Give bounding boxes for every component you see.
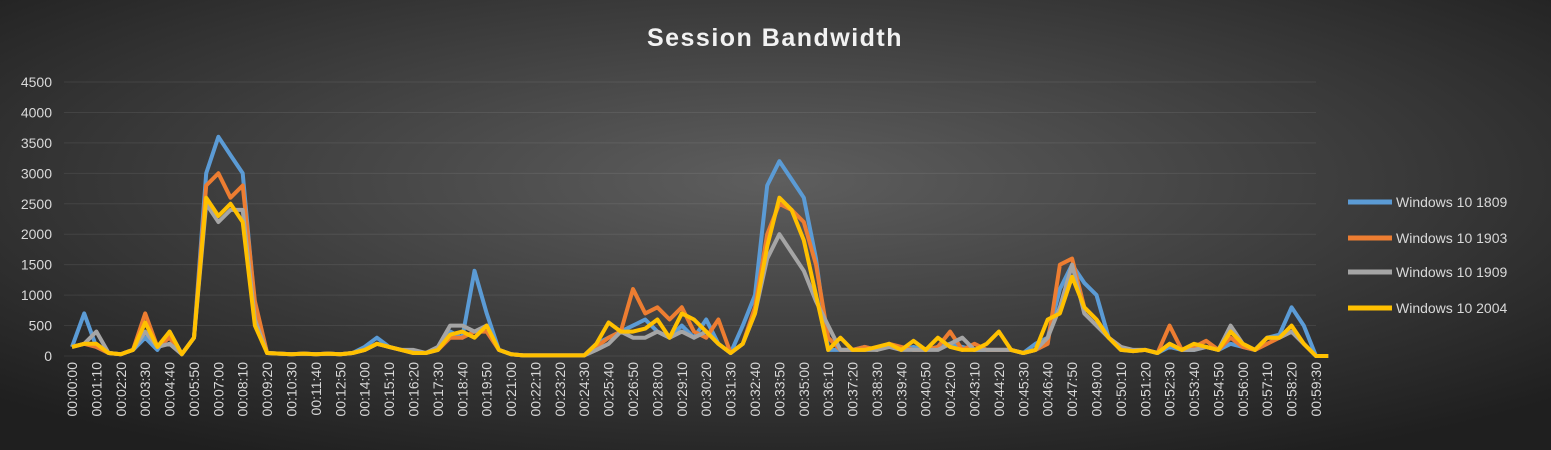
x-tick-label: 00:24:30 [576,362,592,417]
x-tick-label: 00:30:20 [698,362,714,417]
legend-label: Windows 10 1903 [1396,230,1508,246]
x-tick-label: 00:14:00 [357,362,373,417]
x-tick-label: 00:26:50 [625,362,641,417]
x-tick-label: 00:58:20 [1284,362,1300,417]
x-tick-label: 00:00:00 [64,362,80,417]
x-tick-label: 00:52:30 [1162,362,1178,417]
x-tick-label: 00:42:00 [942,362,958,417]
x-tick-label: 00:07:00 [210,362,226,417]
x-tick-label: 00:12:50 [332,362,348,417]
x-tick-label: 00:10:30 [284,362,300,417]
x-tick-label: 00:53:40 [1186,362,1202,417]
series-line [71,195,1329,358]
x-tick-label: 00:02:20 [113,362,129,417]
x-tick-label: 00:09:20 [259,362,275,417]
x-tick-label: 00:25:40 [601,362,617,417]
y-tick-label: 4000 [21,104,52,120]
x-tick-label: 00:28:00 [649,362,665,417]
x-tick-label: 00:57:10 [1259,362,1275,417]
x-tick-label: 00:21:00 [503,362,519,417]
x-tick-label: 00:38:30 [869,362,885,417]
y-tick-label: 3500 [21,135,52,151]
y-tick-label: 1500 [21,257,52,273]
y-tick-label: 3000 [21,165,52,181]
x-tick-label: 00:43:10 [967,362,983,417]
y-tick-label: 4500 [21,74,52,90]
x-tick-label: 00:47:50 [1064,362,1080,417]
x-tick-label: 00:54:50 [1210,362,1226,417]
x-tick-label: 00:17:30 [430,362,446,417]
y-tick-label: 1000 [21,287,52,303]
x-tick-label: 00:29:10 [674,362,690,417]
x-tick-label: 00:40:50 [918,362,934,417]
x-tick-label: 00:05:50 [186,362,202,417]
x-tick-label: 00:35:00 [796,362,812,417]
y-tick-label: 0 [44,348,52,364]
x-tick-label: 00:08:10 [235,362,251,417]
x-tick-label: 00:50:10 [1113,362,1129,417]
x-tick-label: 00:04:40 [162,362,178,417]
x-tick-label: 00:49:00 [1088,362,1104,417]
legend-label: Windows 10 2004 [1396,300,1508,316]
x-tick-label: 00:45:30 [1015,362,1031,417]
legend-label: Windows 10 1809 [1396,194,1508,210]
x-tick-label: 00:56:00 [1235,362,1251,417]
x-tick-label: 00:39:40 [893,362,909,417]
legend-item: Windows 10 1903 [1348,230,1508,246]
y-tick-label: 2000 [21,226,52,242]
x-tick-label: 00:36:10 [820,362,836,417]
x-tick-label: 00:37:20 [845,362,861,417]
x-tick-label: 00:32:40 [747,362,763,417]
x-tick-label: 00:03:30 [137,362,153,417]
legend-label: Windows 10 1909 [1396,264,1508,280]
x-tick-label: 00:18:40 [454,362,470,417]
x-tick-label: 00:01:10 [88,362,104,417]
legend-item: Windows 10 1809 [1348,194,1508,210]
x-tick-label: 00:51:20 [1137,362,1153,417]
x-tick-label: 00:15:10 [381,362,397,417]
x-tick-label: 00:31:30 [723,362,739,417]
x-tick-label: 00:23:20 [552,362,568,417]
x-tick-label: 00:11:40 [308,362,324,416]
y-tick-label: 500 [29,318,53,334]
x-tick-label: 00:19:50 [479,362,495,417]
x-tick-label: 00:16:20 [405,362,421,417]
y-tick-label: 2500 [21,196,52,212]
chart-title: Session Bandwidth [647,24,903,52]
x-tick-label: 00:59:30 [1308,362,1324,417]
legend-item: Windows 10 2004 [1348,300,1508,316]
legend-item: Windows 10 1909 [1348,264,1508,280]
x-tick-label: 00:44:20 [991,362,1007,417]
x-tick-label: 00:46:40 [1040,362,1056,417]
x-tick-label: 00:33:50 [771,362,787,417]
x-tick-label: 00:22:10 [527,362,543,417]
